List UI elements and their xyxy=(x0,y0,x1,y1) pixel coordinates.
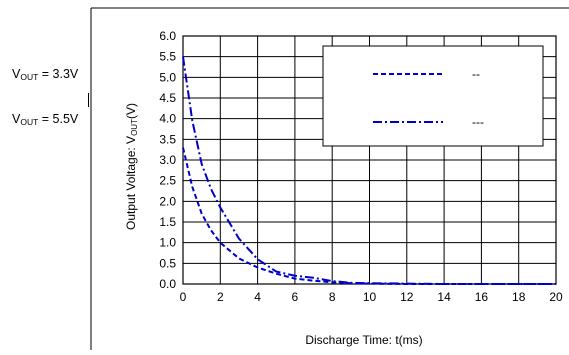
x-tick-label: 18 xyxy=(512,290,526,304)
x-tick-label: 16 xyxy=(475,290,489,304)
x-tick-label: 4 xyxy=(254,290,261,304)
y-tick-label: 0.5 xyxy=(159,256,176,270)
y-tick-label: 2.5 xyxy=(159,174,176,188)
legend-box xyxy=(322,45,544,147)
y-tick-label: 2.0 xyxy=(159,194,176,208)
y-tick-label: 6.0 xyxy=(159,29,176,43)
vout-3-3v-label: VOUT = 3.3V xyxy=(12,67,79,82)
y-axis-label: Output Voltage: VOUT(V) xyxy=(124,103,139,230)
y-tick-label: 5.5 xyxy=(159,50,176,64)
y-tick-label: 5.0 xyxy=(159,70,176,84)
x-tick-label: 0 xyxy=(180,290,187,304)
legend-label-1: -- xyxy=(472,67,480,81)
series-layer xyxy=(182,56,556,285)
series-line-2 xyxy=(182,56,556,285)
legend-label-2: --- xyxy=(472,115,484,129)
y-tick-label: 1.0 xyxy=(159,236,176,250)
x-tick-label: 10 xyxy=(363,290,377,304)
y-axis-label-wrap: Output Voltage: VOUT(V) xyxy=(66,70,186,250)
y-tick-label: 4.0 xyxy=(159,112,176,126)
y-tick-label: 4.5 xyxy=(159,91,176,105)
x-tick-label: 8 xyxy=(329,290,336,304)
x-tick-label: 2 xyxy=(217,290,224,304)
side-label-divider xyxy=(88,93,89,107)
x-tick-label: 12 xyxy=(400,290,414,304)
y-tick-label: 3.5 xyxy=(159,132,176,146)
tick-labels: 0 2 4 6 8 10 12 14 16 18 20 0.0 0.5 1.0 1.5 2.0 2.5 3.0 3.… xyxy=(159,29,563,304)
series-line-1 xyxy=(182,147,556,285)
y-tick-label: 1.5 xyxy=(159,215,176,229)
x-tick-label: 20 xyxy=(549,290,563,304)
y-tick-label: 3.0 xyxy=(159,153,176,167)
legend: ----- xyxy=(322,45,544,147)
x-axis-label: Discharge Time: t(ms) xyxy=(305,333,422,347)
x-tick-label: 14 xyxy=(437,290,451,304)
y-tick-label: 0.0 xyxy=(159,277,176,291)
x-tick-label: 6 xyxy=(292,290,299,304)
vout-5-5v-label: VOUT = 5.5V xyxy=(12,112,79,127)
